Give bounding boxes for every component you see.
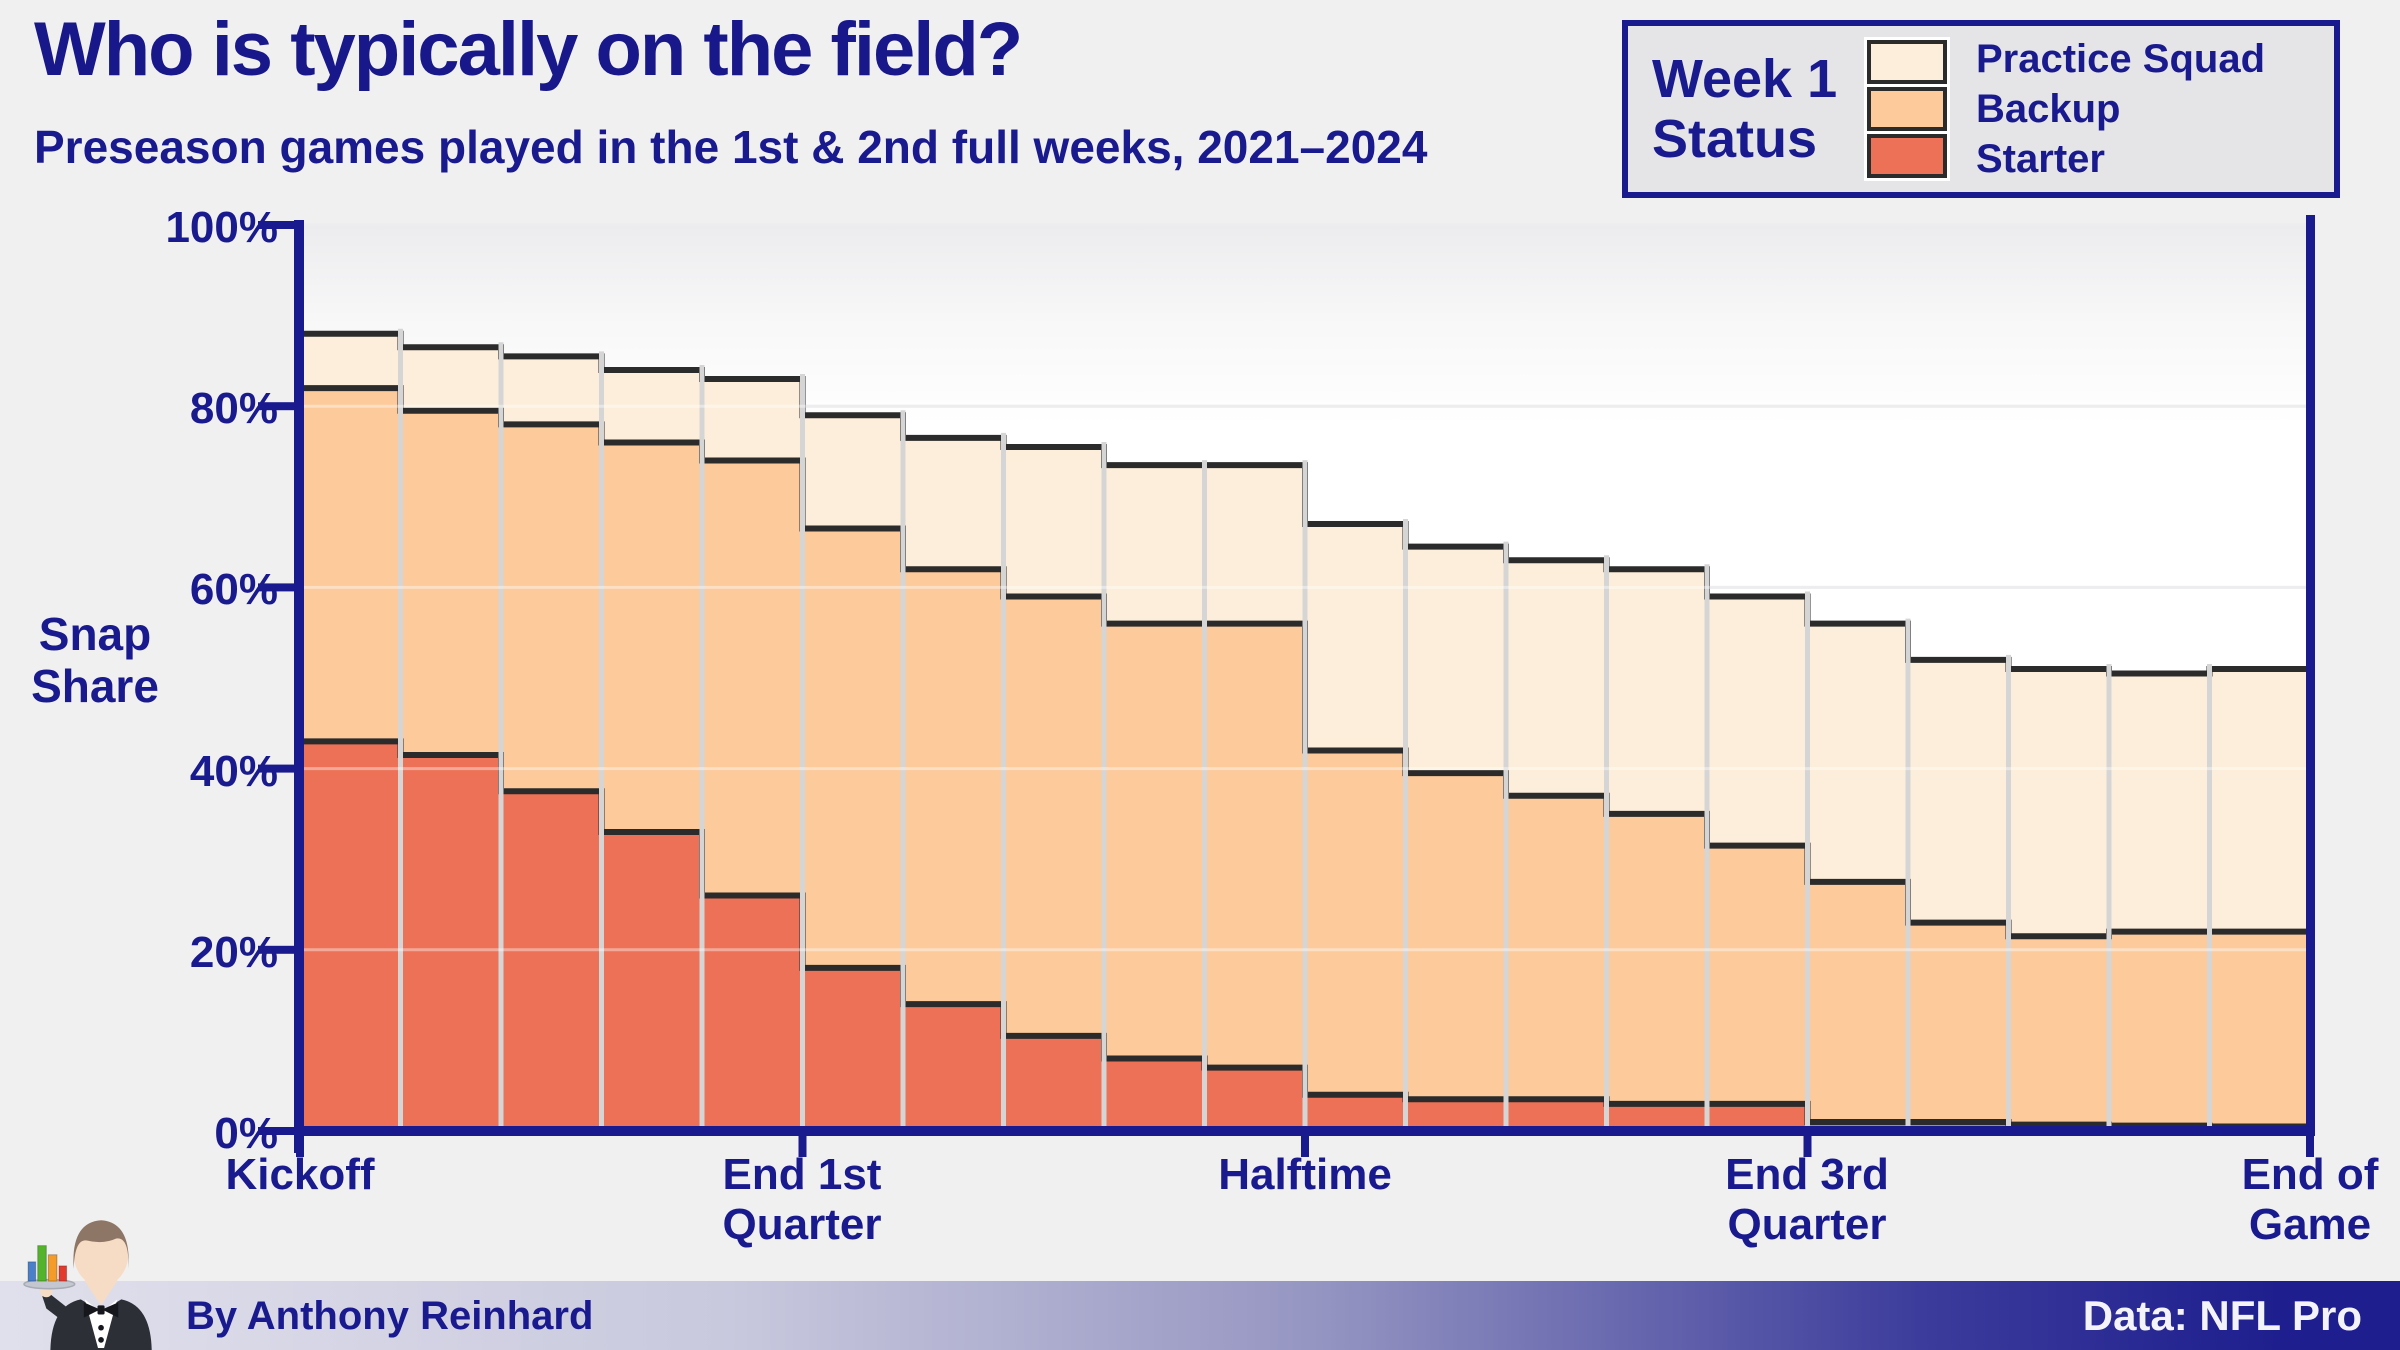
backup-swatch <box>1867 87 1947 131</box>
bar-chart-icon <box>27 1245 68 1282</box>
x-tick-label-kickoff: Kickoff <box>225 1150 375 1199</box>
x-tick-label-end-3rd: End 3rd Quarter <box>1725 1150 1889 1249</box>
legend-title: Week 1 Status <box>1652 49 1838 169</box>
legend-label-starter: Starter <box>1976 137 2105 181</box>
data-source: Data: NFL Pro <box>2082 1292 2362 1339</box>
x-tick-label-halftime: Halftime <box>1218 1150 1392 1199</box>
legend-label-backup: Backup <box>1976 87 2121 131</box>
legend-labels: Practice Squad Backup Starter <box>1976 34 2265 184</box>
avatar-button <box>98 1324 104 1331</box>
starter-swatch <box>1867 134 1947 178</box>
author-byline: By Anthony Reinhard <box>186 1294 594 1338</box>
legend-swatch-column <box>1864 37 1950 181</box>
x-tick-label-end-1st: End 1st Quarter <box>722 1150 882 1249</box>
avatar-bow-tie <box>83 1302 119 1318</box>
footer-bar <box>0 1281 2400 1350</box>
page-title: Who is typically on the field? <box>34 7 1023 92</box>
page-subtitle: Preseason games played in the 1st & 2nd … <box>34 121 1428 173</box>
x-tick-label-end-of-game: End of Game <box>2241 1150 2379 1249</box>
y-axis-title: Snap Share <box>31 608 159 712</box>
legend-label-practice-squad: Practice Squad <box>1976 37 2266 81</box>
avatar-hair <box>73 1220 129 1269</box>
avatar-button <box>98 1337 104 1343</box>
practice-squad-swatch <box>1867 40 1947 84</box>
avatar-neck <box>84 1272 118 1306</box>
legend-box: Week 1 Status Practice Squad Backup Star… <box>1622 20 2340 198</box>
author-avatar <box>23 1220 152 1350</box>
